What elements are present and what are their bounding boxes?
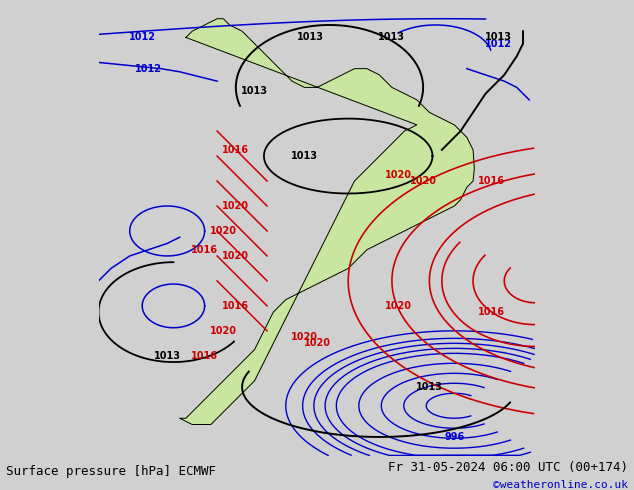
Text: 1020: 1020	[385, 170, 411, 180]
Text: 1012: 1012	[129, 32, 156, 43]
Text: 1020: 1020	[385, 301, 411, 311]
Text: 1020: 1020	[291, 332, 318, 342]
Text: Fr 31-05-2024 06:00 UTC (00+174): Fr 31-05-2024 06:00 UTC (00+174)	[387, 461, 628, 474]
Text: 1016: 1016	[191, 351, 218, 361]
Text: 1013: 1013	[153, 351, 181, 361]
Polygon shape	[179, 19, 474, 424]
Text: 1020: 1020	[210, 226, 237, 236]
Text: 1016: 1016	[223, 145, 249, 155]
Text: 1013: 1013	[378, 32, 405, 43]
Text: 1020: 1020	[210, 326, 237, 336]
Text: 1013: 1013	[291, 151, 318, 161]
Text: 1020: 1020	[410, 176, 437, 186]
Text: ©weatheronline.co.uk: ©weatheronline.co.uk	[493, 480, 628, 490]
Text: 1020: 1020	[223, 201, 249, 211]
Text: 1016: 1016	[191, 245, 218, 255]
Text: 1013: 1013	[484, 32, 512, 43]
Text: Surface pressure [hPa] ECMWF: Surface pressure [hPa] ECMWF	[6, 465, 216, 478]
Text: 1020: 1020	[304, 338, 330, 348]
Text: 1012: 1012	[135, 64, 162, 74]
Text: 1012: 1012	[484, 39, 512, 49]
Text: 1013: 1013	[241, 86, 268, 96]
Text: 1013: 1013	[297, 32, 324, 43]
Text: 1016: 1016	[223, 301, 249, 311]
Text: 1016: 1016	[478, 307, 505, 317]
Text: 1016: 1016	[478, 176, 505, 186]
Text: 996: 996	[444, 432, 465, 442]
Text: 1013: 1013	[416, 382, 443, 392]
Text: 1020: 1020	[223, 251, 249, 261]
